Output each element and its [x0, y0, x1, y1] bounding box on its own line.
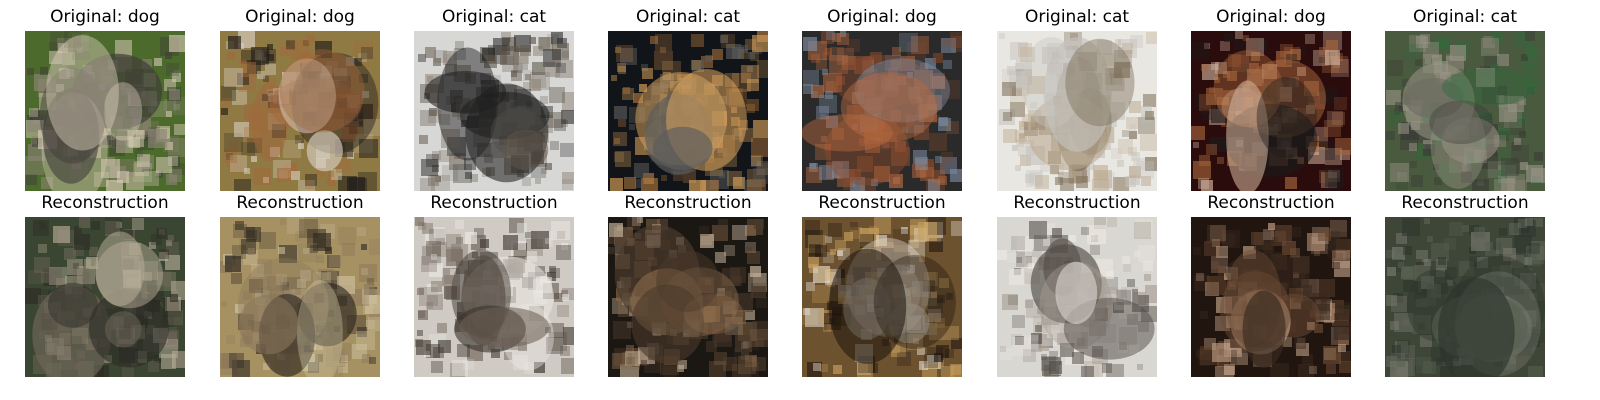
original-image	[1385, 31, 1545, 191]
reconstruction-image	[997, 217, 1157, 377]
reconstruction-image	[608, 217, 768, 377]
reconstruction-image	[1191, 217, 1351, 377]
reconstruction-caption: Reconstruction	[1013, 193, 1141, 213]
original-image	[608, 31, 768, 191]
reconstruction-caption: Reconstruction	[1401, 193, 1529, 213]
original-caption: Original: dog	[245, 7, 355, 27]
reconstruction-caption: Reconstruction	[430, 193, 558, 213]
reconstruction-caption: Reconstruction	[624, 193, 752, 213]
original-image	[220, 31, 380, 191]
reconstruction-caption: Reconstruction	[41, 193, 169, 213]
original-caption: Original: dog	[50, 7, 160, 27]
reconstruction-caption: Reconstruction	[1207, 193, 1335, 213]
reconstruction-image	[802, 217, 962, 377]
reconstruction-image	[220, 217, 380, 377]
original-caption: Original: cat	[1412, 7, 1518, 27]
reconstruction-image	[414, 217, 574, 377]
original-image	[1191, 31, 1351, 191]
reconstruction-caption: Reconstruction	[236, 193, 364, 213]
reconstruction-image	[25, 217, 185, 377]
original-image	[997, 31, 1157, 191]
original-image	[25, 31, 185, 191]
original-caption: Original: dog	[827, 7, 937, 27]
reconstruction-image	[1385, 217, 1545, 377]
original-image	[414, 31, 574, 191]
original-caption: Original: cat	[441, 7, 547, 27]
original-caption: Original: dog	[1216, 7, 1326, 27]
original-caption: Original: cat	[1024, 7, 1130, 27]
original-caption: Original: cat	[635, 7, 741, 27]
reconstruction-caption: Reconstruction	[818, 193, 946, 213]
original-image	[802, 31, 962, 191]
